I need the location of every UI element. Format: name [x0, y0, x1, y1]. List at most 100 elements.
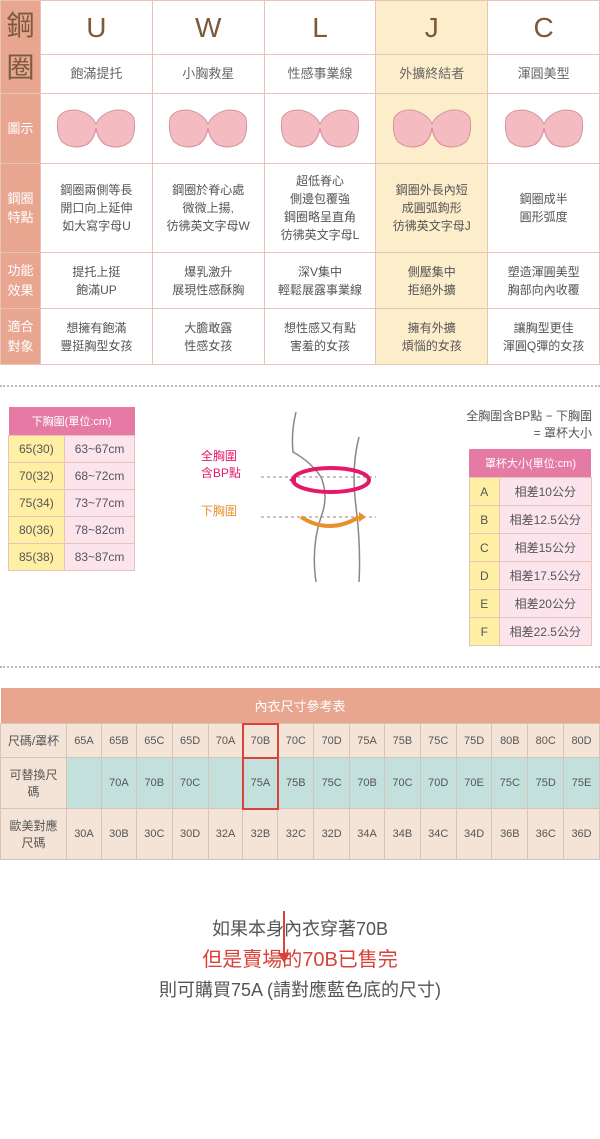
wire-feature: 鋼圈兩側等長 開口向上延伸 如大寫字母U	[41, 164, 153, 253]
wire-letter: U	[41, 1, 153, 55]
alt-cell: 70E	[456, 758, 492, 809]
euro-cell: 34A	[350, 809, 385, 860]
wire-effect: 塑造渾圓美型 胸部向內收覆	[488, 253, 600, 309]
underbust-label: 65(30)	[9, 436, 65, 463]
underbust-label: 70(32)	[9, 463, 65, 490]
bra-icon	[51, 101, 141, 151]
euro-cell: 36C	[528, 809, 564, 860]
bra-icon-cell	[376, 94, 488, 164]
alt-cell: 70C	[172, 758, 208, 809]
alt-cell: 75C	[492, 758, 528, 809]
size-cell: 70C	[278, 724, 314, 758]
wire-feature: 鋼圈外長內短 成圓弧鉤形 彷彿英文字母J	[376, 164, 488, 253]
euro-cell: 30B	[101, 809, 136, 860]
cup-letter: D	[469, 562, 499, 590]
alt-cell: 75A	[243, 758, 278, 809]
arrow-head-icon	[278, 953, 290, 963]
cup-letter: E	[469, 590, 499, 618]
size-row-label: 尺碼/罩杯	[1, 724, 67, 758]
euro-cell: 30C	[136, 809, 172, 860]
wire-effect: 深V集中 輕鬆展露事業線	[264, 253, 376, 309]
wire-target: 擁有外擴 煩惱的女孩	[376, 309, 488, 365]
euro-row-label: 歐美對應 尺碼	[1, 809, 67, 860]
wire-letter: J	[376, 1, 488, 55]
cup-letter: A	[469, 478, 499, 506]
cup-diff: 相差15公分	[499, 534, 591, 562]
euro-cell: 34D	[456, 809, 492, 860]
size-cell: 75A	[350, 724, 385, 758]
euro-cell: 32D	[314, 809, 350, 860]
wire-target: 想擁有飽滿 豐挺胸型女孩	[41, 309, 153, 365]
alt-cell: 70A	[101, 758, 136, 809]
row-header-wire: 鋼圈	[1, 1, 41, 94]
wire-effect: 提托上挺 飽滿UP	[41, 253, 153, 309]
cup-header: 罩杯大小(單位:cm)	[469, 449, 591, 478]
full-bust-label: 全胸圍 含BP點	[201, 447, 241, 481]
wire-feature: 鋼圈成半 圓形弧度	[488, 164, 600, 253]
note-line-3: 則可購買75A (請對應藍色底的尺寸)	[0, 976, 600, 1005]
wire-subtitle: 渾圓美型	[488, 55, 600, 94]
cup-diff: 相差22.5公分	[499, 618, 591, 646]
wire-subtitle: 性感事業線	[264, 55, 376, 94]
size-cell: 70D	[314, 724, 350, 758]
alt-cell: 70B	[350, 758, 385, 809]
underbust-range: 68~72cm	[64, 463, 135, 490]
wire-subtitle: 小胸救星	[152, 55, 264, 94]
wire-effect: 爆乳激升 展現性感酥胸	[152, 253, 264, 309]
wire-target: 讓胸型更佳 渾圓Q彈的女孩	[488, 309, 600, 365]
alt-cell: 75E	[564, 758, 600, 809]
size-cell: 75B	[385, 724, 421, 758]
cup-letter: F	[469, 618, 499, 646]
underbust-label: 75(34)	[9, 490, 65, 517]
row-header-feature: 鋼圈 特點	[1, 164, 41, 253]
size-cell: 75C	[420, 724, 456, 758]
size-reference-table: 內衣尺寸參考表 尺碼/罩杯65A65B65C65D70A70B70C70D75A…	[0, 688, 600, 860]
alt-cell: 75D	[528, 758, 564, 809]
wire-letter: W	[152, 1, 264, 55]
alt-cell: 75B	[278, 758, 314, 809]
size-cell: 75D	[456, 724, 492, 758]
underbust-range: 73~77cm	[64, 490, 135, 517]
euro-cell: 32C	[278, 809, 314, 860]
underbust-header: 下胸圍(單位:cm)	[9, 407, 135, 436]
alt-row-label: 可替換尺碼	[1, 758, 67, 809]
cup-diff: 相差17.5公分	[499, 562, 591, 590]
alt-cell: 75C	[314, 758, 350, 809]
row-header-icon: 圖示	[1, 94, 41, 164]
euro-cell: 30A	[67, 809, 102, 860]
torso-diagram: 全胸圍 含BP點 下胸圍	[201, 407, 401, 592]
measurement-section: 下胸圍(單位:cm) 65(30)63~67cm70(32)68~72cm75(…	[0, 407, 600, 646]
alt-cell	[208, 758, 243, 809]
wire-subtitle: 外擴終結者	[376, 55, 488, 94]
alt-cell: 70B	[136, 758, 172, 809]
size-cell: 70B	[243, 724, 278, 758]
underbust-label: 85(38)	[9, 544, 65, 571]
torso-svg	[201, 407, 401, 587]
note-line-1: 如果本身內衣穿著70B	[0, 915, 600, 944]
alt-cell: 70C	[385, 758, 421, 809]
cup-diff: 相差20公分	[499, 590, 591, 618]
size-cell: 80D	[564, 724, 600, 758]
size-cell: 65C	[136, 724, 172, 758]
cup-diff: 相差12.5公分	[499, 506, 591, 534]
cup-diff: 相差10公分	[499, 478, 591, 506]
wire-subtitle: 飽滿提托	[41, 55, 153, 94]
bra-icon-cell	[488, 94, 600, 164]
wire-feature: 鋼圈於脊心處 微微上揚, 彷彿英文字母W	[152, 164, 264, 253]
wire-feature: 超低脊心 側邊包覆強 鋼圈略呈直角 彷彿英文字母L	[264, 164, 376, 253]
bra-icon	[499, 101, 589, 151]
note-line-2: 但是賣場的70B已售完	[0, 944, 600, 976]
under-bust-label: 下胸圍	[201, 502, 237, 519]
bra-icon	[163, 101, 253, 151]
size-cell: 65A	[67, 724, 102, 758]
size-cell: 65D	[172, 724, 208, 758]
arrow-note: 如果本身內衣穿著70B 但是賣場的70B已售完 則可購買75A (請對應藍色底的…	[0, 915, 600, 1005]
size-cell: 65B	[101, 724, 136, 758]
wire-target: 大膽敢露 性感女孩	[152, 309, 264, 365]
underbust-range: 78~82cm	[64, 517, 135, 544]
wire-letter: C	[488, 1, 600, 55]
wire-letter: L	[264, 1, 376, 55]
bra-icon-cell	[264, 94, 376, 164]
bra-icon	[387, 101, 477, 151]
bra-icon	[275, 101, 365, 151]
